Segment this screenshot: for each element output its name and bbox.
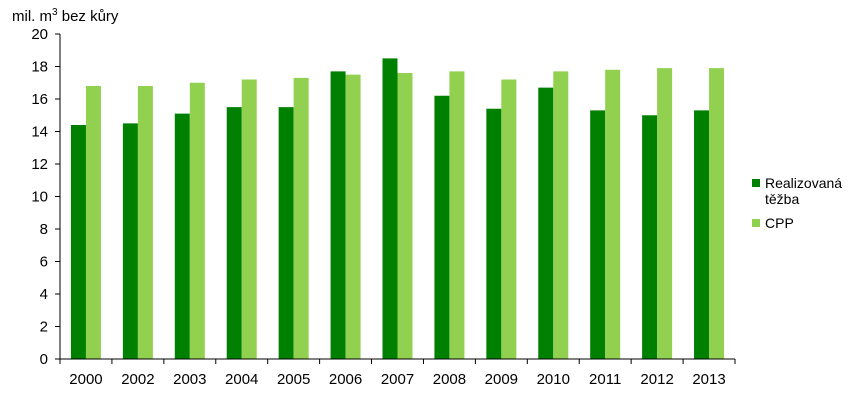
y-tick-label: 6 [40, 254, 48, 271]
x-tick-label: 2012 [640, 371, 673, 388]
y-axis-label: mil. m3 bez kůry [12, 7, 119, 25]
bar-realizovana-tezba-2005 [278, 107, 294, 359]
x-tick-label: 2011 [589, 371, 621, 388]
x-tick-label: 2007 [381, 371, 414, 388]
x-tick-label: 2008 [433, 371, 466, 388]
legend-swatch-0 [752, 179, 760, 187]
legend-label-line: Realizovaná [765, 175, 842, 191]
bar-cpp-2005 [293, 77, 309, 359]
legend-label-line: těžba [765, 191, 799, 207]
bar-realizovana-tezba-2002 [122, 123, 138, 359]
bar-realizovana-tezba-2008 [434, 95, 450, 359]
y-tick-label: 12 [31, 156, 48, 173]
x-tick-label: 2010 [537, 371, 570, 388]
y-tick-label: 16 [31, 91, 48, 108]
legend: Realizovaná těžba CPP [752, 175, 842, 231]
bar-realizovana-tezba-2013 [694, 110, 710, 359]
legend-label-line: CPP [765, 215, 794, 231]
legend-label-1: CPP [765, 215, 794, 231]
x-axis-ticks: 2000 2002 2003 2004 2005 2006 2007 2008 2009 2010… [59, 359, 736, 388]
x-tick-label: 2003 [173, 371, 206, 388]
bars [70, 58, 725, 359]
bar-realizovana-tezba-2011 [590, 110, 606, 359]
bar-cpp-2009 [501, 79, 517, 359]
bar-realizovana-tezba-2009 [486, 108, 502, 359]
y-tick-label: 4 [40, 286, 48, 303]
y-tick-label: 20 [31, 26, 48, 43]
y-tick-label: 0 [40, 351, 48, 368]
y-tick-label: 8 [40, 221, 48, 238]
bar-cpp-2004 [241, 79, 257, 359]
x-tick-label: 2006 [329, 371, 362, 388]
bar-cpp-2010 [553, 71, 569, 359]
bar-cpp-2002 [137, 86, 153, 359]
bar-realizovana-tezba-2007 [382, 58, 398, 359]
y-axis-label-superscript: 3 [52, 7, 58, 18]
bar-cpp-2003 [189, 82, 205, 359]
bar-realizovana-tezba-2006 [330, 71, 346, 359]
x-tick-label: 2000 [69, 371, 102, 388]
y-axis-ticks: 0 2 4 6 8 10 12 14 16 18 20 [31, 26, 60, 368]
x-tick-label: 2002 [121, 371, 154, 388]
bar-cpp-2000 [85, 86, 101, 359]
x-tick-label: 2004 [225, 371, 258, 388]
x-tick-label: 2005 [277, 371, 310, 388]
bar-realizovana-tezba-2000 [70, 125, 86, 359]
bar-cpp-2012 [657, 68, 673, 359]
legend-swatch-1 [752, 219, 760, 227]
bar-realizovana-tezba-2003 [174, 113, 190, 359]
legend-label-0: Realizovaná těžba [765, 175, 842, 207]
x-tick-label: 2009 [485, 371, 518, 388]
y-tick-label: 18 [31, 59, 48, 76]
bar-cpp-2007 [397, 73, 413, 359]
bar-realizovana-tezba-2010 [538, 87, 554, 359]
bar-cpp-2011 [605, 69, 621, 359]
x-tick-label: 2013 [692, 371, 725, 388]
bar-cpp-2013 [709, 68, 725, 359]
y-axis-label-suffix: bez kůry [58, 8, 119, 25]
bar-realizovana-tezba-2004 [226, 107, 242, 359]
y-axis-label-prefix: mil. m [12, 8, 52, 25]
bar-cpp-2008 [449, 71, 465, 359]
bar-cpp-2006 [345, 74, 361, 359]
y-tick-label: 10 [31, 189, 48, 206]
y-tick-label: 14 [31, 124, 48, 141]
y-tick-label: 2 [40, 319, 48, 336]
bar-realizovana-tezba-2012 [642, 115, 658, 359]
